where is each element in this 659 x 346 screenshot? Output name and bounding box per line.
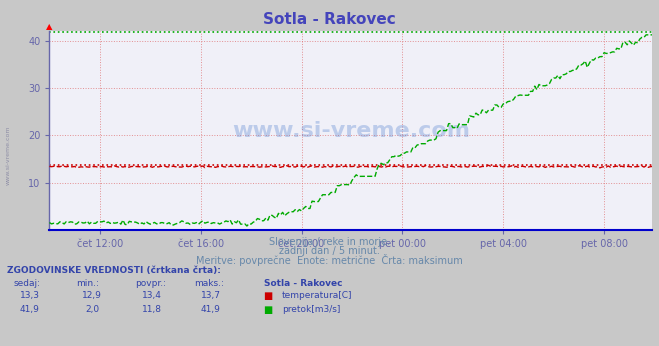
- Text: 41,9: 41,9: [20, 305, 40, 314]
- Text: pretok[m3/s]: pretok[m3/s]: [282, 305, 341, 314]
- Text: 41,9: 41,9: [201, 305, 221, 314]
- Text: 13,4: 13,4: [142, 291, 161, 300]
- Text: ▲: ▲: [46, 22, 53, 31]
- Text: 13,7: 13,7: [201, 291, 221, 300]
- Text: 11,8: 11,8: [142, 305, 161, 314]
- Text: 12,9: 12,9: [82, 291, 102, 300]
- Text: zadnji dan / 5 minut.: zadnji dan / 5 minut.: [279, 246, 380, 256]
- Text: Sotla - Rakovec: Sotla - Rakovec: [263, 12, 396, 27]
- Text: Meritve: povprečne  Enote: metrične  Črta: maksimum: Meritve: povprečne Enote: metrične Črta:…: [196, 254, 463, 266]
- Text: temperatura[C]: temperatura[C]: [282, 291, 353, 300]
- Text: Sotla - Rakovec: Sotla - Rakovec: [264, 279, 342, 288]
- Text: www.si-vreme.com: www.si-vreme.com: [232, 121, 470, 140]
- Text: povpr.:: povpr.:: [135, 279, 166, 288]
- Text: 2,0: 2,0: [85, 305, 100, 314]
- Text: ■: ■: [264, 305, 273, 315]
- Text: sedaj:: sedaj:: [13, 279, 40, 288]
- Text: 13,3: 13,3: [20, 291, 40, 300]
- Text: maks.:: maks.:: [194, 279, 224, 288]
- Text: Slovenija / reke in morje.: Slovenija / reke in morje.: [269, 237, 390, 247]
- Text: www.si-vreme.com: www.si-vreme.com: [5, 126, 11, 185]
- Text: ZGODOVINSKE VREDNOSTI (črtkana črta):: ZGODOVINSKE VREDNOSTI (črtkana črta):: [7, 266, 221, 275]
- Text: min.:: min.:: [76, 279, 99, 288]
- Text: ■: ■: [264, 291, 273, 301]
